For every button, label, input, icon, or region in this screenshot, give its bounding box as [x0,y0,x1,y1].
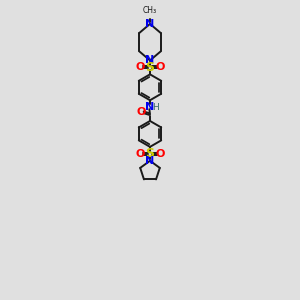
Text: S: S [146,147,154,160]
Text: O: O [156,149,165,159]
Text: N: N [146,56,154,65]
Text: O: O [156,62,165,72]
Text: N: N [145,101,154,112]
Text: N: N [146,156,154,166]
Text: O: O [136,107,146,117]
Text: CH₃: CH₃ [143,6,157,15]
Text: N: N [146,19,154,29]
Text: S: S [146,61,154,74]
Text: O: O [135,149,144,159]
Text: O: O [135,62,144,72]
Text: H: H [152,103,159,112]
